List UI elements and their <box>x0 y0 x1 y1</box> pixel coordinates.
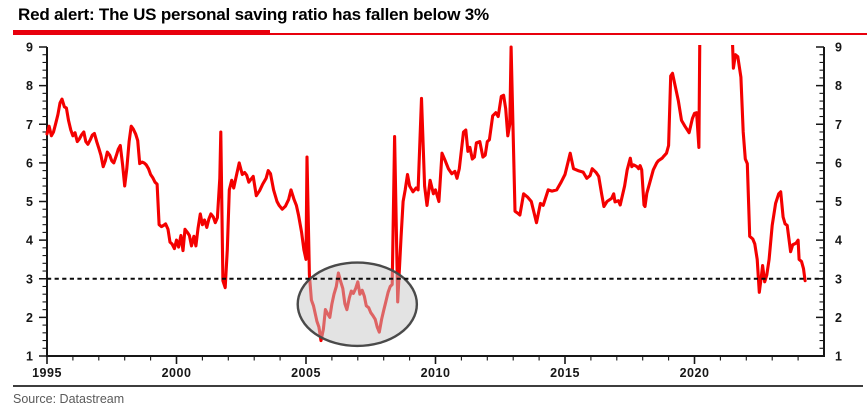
y-tick-label-left: 2 <box>26 311 33 325</box>
highlight-ellipse <box>296 261 419 348</box>
y-tick-label-right: 7 <box>835 118 842 132</box>
y-tick-label-left: 9 <box>26 41 33 55</box>
y-tick-label-right: 1 <box>835 350 842 364</box>
y-tick-label-left: 6 <box>26 156 33 170</box>
y-tick-label-left: 8 <box>26 79 33 93</box>
x-tick-label: 2020 <box>680 366 710 380</box>
footer-divider <box>13 385 863 387</box>
y-tick-label-right: 4 <box>835 234 842 248</box>
y-tick-label-right: 8 <box>835 79 842 93</box>
y-tick-label-left: 3 <box>26 272 33 286</box>
title-underline-thin <box>13 32 867 35</box>
y-tick-label-right: 3 <box>835 272 842 286</box>
axes <box>46 47 825 357</box>
saving-ratio-line <box>45 45 807 343</box>
x-tick-label: 2005 <box>291 366 321 380</box>
y-tick-label-left: 7 <box>26 118 33 132</box>
tick-labels: 1 1 2 2 3 3 4 4 5 5 6 6 7 7 8 8 9 9 1995 2000 2005 2010 2015 20… <box>26 41 842 381</box>
y-tick-label-left: 4 <box>26 234 33 248</box>
y-tick-label-right: 2 <box>835 311 842 325</box>
source-text: Source: Datastream <box>13 392 125 406</box>
y-tick-label-right: 6 <box>835 156 842 170</box>
y-tick-label-left: 1 <box>26 350 33 364</box>
x-tick-label: 1995 <box>32 366 62 380</box>
y-tick-label-right: 9 <box>835 41 842 55</box>
x-tick-label: 2000 <box>162 366 192 380</box>
title-underline-thick <box>13 30 270 35</box>
y-tick-label-left: 5 <box>26 195 33 209</box>
x-tick-label: 2015 <box>550 366 580 380</box>
x-tick-label: 2010 <box>421 366 451 380</box>
chart-title: Red alert: The US personal saving ratio … <box>18 5 489 24</box>
y-tick-label-right: 5 <box>835 195 842 209</box>
